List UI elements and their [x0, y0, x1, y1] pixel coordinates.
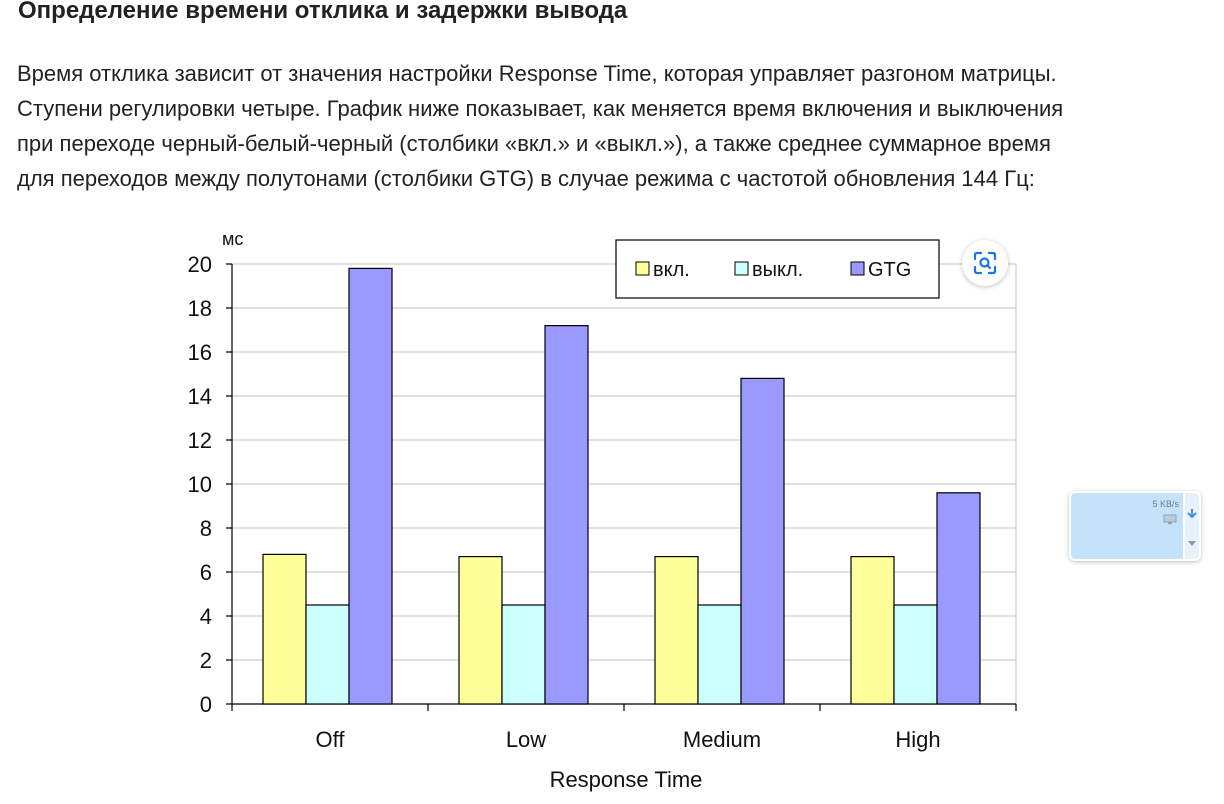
y-tick-label: 12 [188, 428, 212, 453]
legend-swatch [635, 261, 650, 276]
paragraph-line: при переходе черный-белый-черный (столби… [17, 131, 1051, 156]
y-tick-label: 10 [188, 472, 212, 497]
legend-swatch [850, 261, 865, 276]
network-icon [1163, 514, 1177, 524]
legend-label: выкл. [752, 259, 803, 281]
y-tick-label: 20 [188, 252, 212, 277]
bar-off [697, 604, 742, 705]
y-tick-label: 16 [188, 340, 212, 365]
paragraph-line: для переходов между полутонами (столбики… [17, 166, 1035, 191]
speed-panel: 5 KB/s [1071, 493, 1183, 559]
bar-off [305, 604, 350, 705]
legend-box [615, 239, 940, 299]
y-tick-label: 8 [200, 516, 212, 541]
speed-controls [1185, 493, 1199, 559]
bar-on [458, 555, 503, 705]
bar-on [262, 553, 307, 705]
x-tick-label: Low [506, 727, 546, 752]
bar-off [501, 604, 546, 705]
bar-gtg [544, 325, 589, 705]
y-tick-label: 0 [200, 692, 212, 717]
y-tick-label: 4 [200, 604, 212, 629]
bar-on [850, 555, 895, 705]
y-tick-label: 14 [188, 384, 212, 409]
bar-gtg [936, 492, 981, 705]
bar-gtg [348, 267, 393, 705]
visual-search-icon [973, 251, 997, 275]
intro-paragraph: Время отклика зависит от значения настро… [17, 56, 1207, 196]
x-tick-label: High [895, 727, 940, 752]
download-arrow-icon[interactable] [1186, 507, 1198, 521]
speed-text: 5 KB/s [1152, 499, 1179, 509]
paragraph-line: Время отклика зависит от значения настро… [17, 61, 1057, 86]
legend-label: GTG [868, 259, 911, 281]
paragraph-line: Ступени регулировки четыре. График ниже … [17, 96, 1064, 121]
x-axis-label: Response Time [550, 767, 703, 792]
legend-swatch [734, 261, 749, 276]
bar-gtg [740, 377, 785, 705]
bar-off [893, 604, 938, 705]
bar-on [654, 555, 699, 705]
legend-label: вкл. [653, 259, 690, 281]
chevron-down-icon[interactable] [1187, 540, 1197, 548]
y-axis-label: мс [222, 229, 243, 249]
x-tick-label: Off [316, 727, 346, 752]
visual-search-button[interactable] [962, 240, 1008, 286]
y-tick-label: 2 [200, 648, 212, 673]
y-tick-label: 18 [188, 296, 212, 321]
network-speed-widget[interactable]: 5 KB/s [1069, 491, 1201, 561]
y-tick-label: 6 [200, 560, 212, 585]
x-tick-label: Medium [683, 727, 761, 752]
page-title: Определение времени отклика и задержки в… [18, 0, 628, 24]
